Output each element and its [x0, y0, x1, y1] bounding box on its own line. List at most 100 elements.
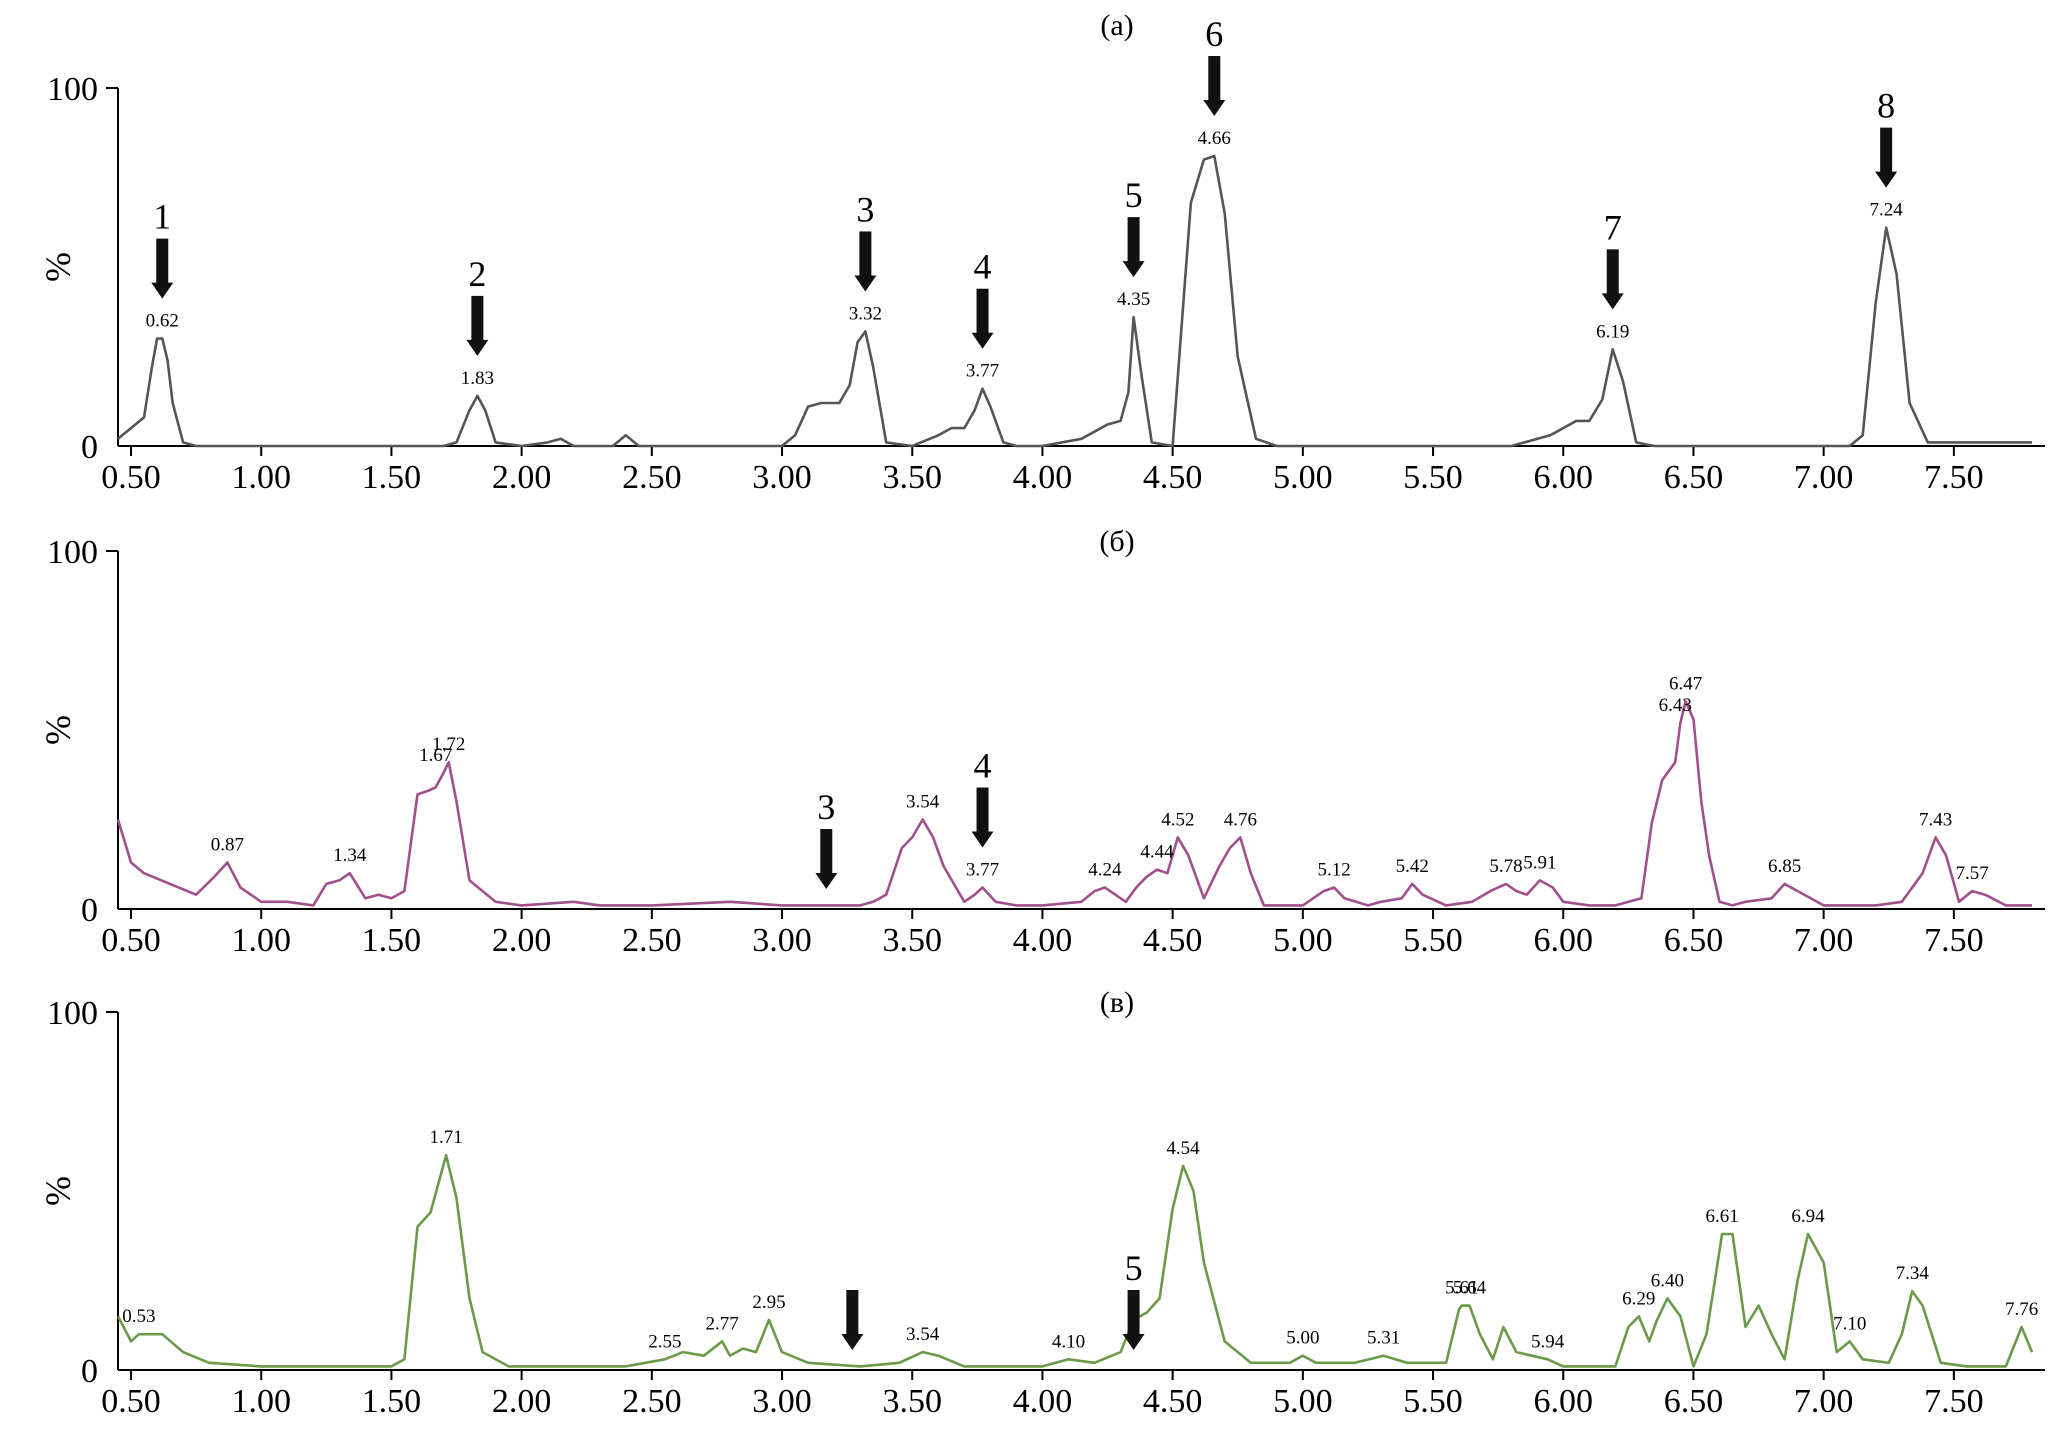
x-tick-label: 6.50 [1664, 1383, 1724, 1420]
x-tick-label: 1.00 [231, 1383, 291, 1420]
arrow-shaft [976, 288, 989, 335]
arrow-number: 6 [1205, 14, 1223, 54]
peak-label: 6.19 [1596, 321, 1629, 342]
arrow-head [1875, 171, 1898, 188]
arrow-shaft [1208, 56, 1221, 103]
x-tick-label: 6.50 [1664, 922, 1724, 959]
arrow-head [151, 282, 174, 299]
y-tick-label: 100 [47, 995, 98, 1032]
arrow-shaft [976, 787, 989, 834]
x-tick-label: 4.00 [1013, 922, 1073, 959]
arrow-marker: 7 [1601, 207, 1624, 310]
x-tick-label: 0.50 [101, 922, 161, 959]
x-tick-label: 2.00 [492, 922, 552, 959]
peak-label: 6.40 [1651, 1270, 1684, 1291]
peak-label: 1.67 [419, 745, 452, 766]
x-tick-label: 1.00 [231, 459, 291, 496]
arrow-head [1122, 1334, 1145, 1350]
arrow-marker [841, 1290, 864, 1350]
arrow-head [971, 332, 994, 349]
arrow-head [1601, 293, 1624, 310]
peak-label: 4.24 [1088, 860, 1122, 881]
arrow-marker: 8 [1875, 86, 1898, 188]
x-tick-label: 1.50 [362, 459, 422, 496]
panel-title: (a) [1100, 9, 1133, 42]
arrow-number: 1 [153, 197, 171, 237]
arrow-shaft [156, 238, 169, 285]
x-tick-label: 1.50 [362, 922, 422, 959]
x-tick-label: 3.50 [882, 459, 942, 496]
x-tick-label: 7.00 [1794, 459, 1854, 496]
x-tick-label: 5.50 [1403, 922, 1463, 959]
x-tick-label: 4.50 [1143, 1383, 1203, 1420]
peak-label: 7.24 [1870, 200, 1904, 221]
x-tick-label: 7.00 [1794, 922, 1854, 959]
x-tick-label: 1.00 [231, 922, 291, 959]
arrow-number: 5 [1125, 1248, 1143, 1288]
peak-label: 7.10 [1833, 1313, 1866, 1334]
x-tick-label: 4.50 [1143, 459, 1203, 496]
peak-label: 1.71 [429, 1127, 462, 1148]
x-tick-label: 6.00 [1534, 922, 1594, 959]
x-tick-label: 3.50 [882, 922, 942, 959]
arrow-marker: 4 [971, 247, 994, 349]
peak-label: 4.54 [1166, 1138, 1200, 1159]
x-tick-label: 6.50 [1664, 459, 1724, 496]
arrow-shaft [820, 829, 833, 875]
peak-label: 5.12 [1317, 860, 1350, 881]
peak-label: 6.29 [1622, 1288, 1655, 1309]
arrow-head [841, 1334, 864, 1350]
peak-label: 5.91 [1523, 852, 1556, 873]
x-tick-label: 3.00 [752, 459, 812, 496]
peak-label: 7.34 [1896, 1263, 1930, 1284]
peak-label: 4.66 [1198, 128, 1231, 149]
peak-label: 0.87 [211, 834, 244, 855]
arrow-number: 7 [1604, 207, 1622, 247]
x-tick-label: 3.00 [752, 922, 812, 959]
arrow-shaft [471, 295, 484, 342]
x-tick-label: 7.50 [1924, 459, 1984, 496]
peak-label: 4.76 [1224, 809, 1257, 830]
peak-label: 6.61 [1705, 1206, 1738, 1227]
peak-label: 3.54 [906, 1324, 940, 1345]
x-tick-label: 2.00 [492, 1383, 552, 1420]
x-tick-label: 7.50 [1924, 922, 1984, 959]
arrow-marker: 4 [971, 746, 994, 848]
x-tick-label: 7.00 [1794, 1383, 1854, 1420]
y-axis-title: % [38, 252, 78, 282]
x-tick-label: 7.50 [1924, 1383, 1984, 1420]
arrow-shaft [1606, 249, 1619, 296]
arrow-shaft [1127, 1290, 1140, 1336]
arrow-number: 3 [817, 787, 835, 827]
arrow-head [1122, 261, 1145, 278]
arrow-head [971, 831, 994, 848]
x-tick-label: 6.00 [1534, 1383, 1594, 1420]
x-tick-label: 2.50 [622, 459, 682, 496]
x-tick-label: 5.00 [1273, 459, 1333, 496]
peak-label: 5.00 [1286, 1328, 1319, 1349]
x-tick-label: 3.50 [882, 1383, 942, 1420]
peak-label: 1.72 [432, 734, 465, 755]
x-tick-label: 5.50 [1403, 1383, 1463, 1420]
series-line [116, 1153, 2034, 1368]
arrow-head [815, 873, 838, 889]
x-tick-label: 0.50 [101, 1383, 161, 1420]
arrow-marker: 2 [466, 254, 489, 356]
y-tick-label: 100 [47, 71, 98, 108]
arrow-number: 5 [1125, 175, 1143, 215]
peak-label: 7.43 [1919, 809, 1952, 830]
peak-label: 1.34 [333, 845, 367, 866]
peak-label: 5.42 [1396, 856, 1429, 877]
arrow-number: 4 [974, 746, 992, 786]
x-tick-label: 5.00 [1273, 1383, 1333, 1420]
peak-label: 3.77 [966, 361, 999, 382]
panel-title: (б) [1099, 525, 1134, 558]
arrow-marker: 5 [1122, 1248, 1145, 1350]
peak-label: 4.35 [1117, 289, 1150, 310]
chart-panel-3: 0 100% 0.50 1.00 1.50 2.00 2.50 3.00 3.50 4.00 4.5… [38, 986, 2045, 1420]
peak-label: 6.47 [1669, 673, 1702, 694]
arrow-head [466, 339, 489, 356]
arrow-marker: 3 [854, 189, 877, 292]
arrow-number: 3 [856, 189, 874, 229]
series-line [116, 700, 2032, 907]
